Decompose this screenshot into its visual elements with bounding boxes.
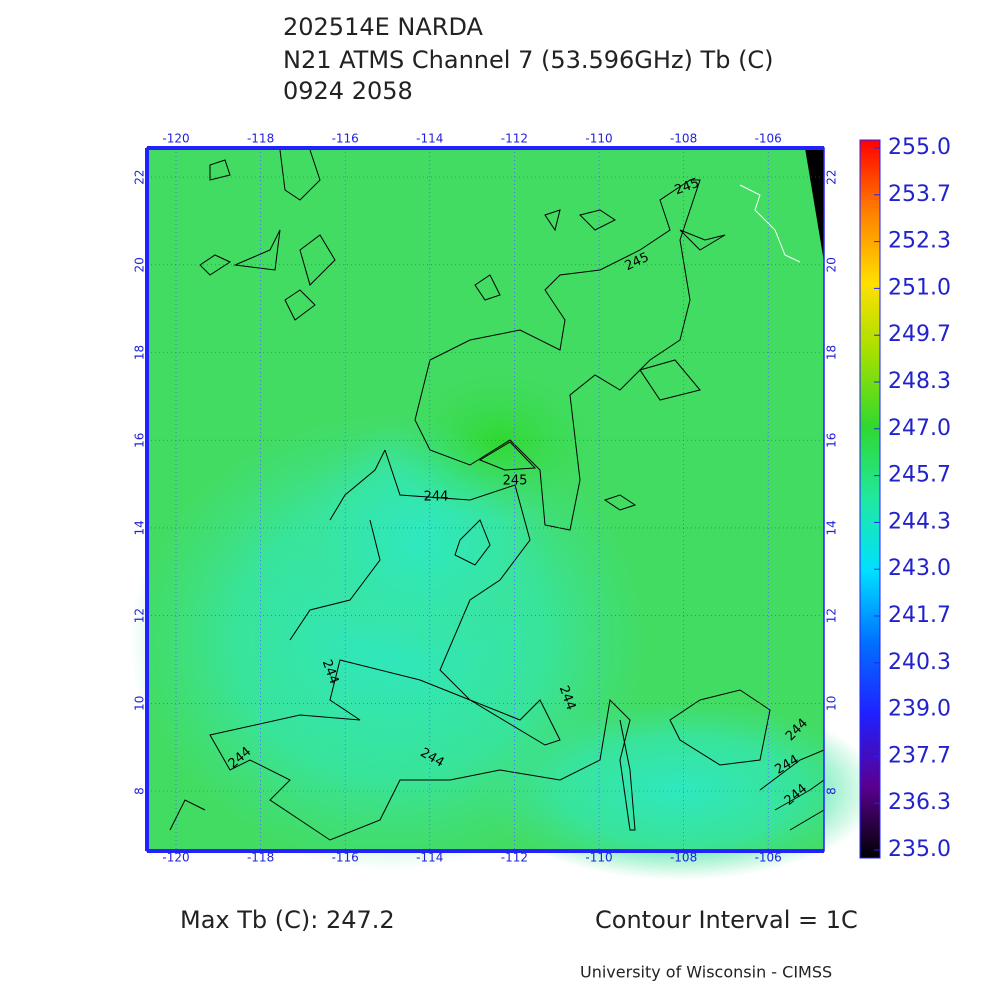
lat-tick-label: 20 xyxy=(133,257,147,272)
lon-tick-label: -106 xyxy=(755,132,782,146)
lat-tick-label: 8 xyxy=(825,787,839,795)
lat-tick-label: 12 xyxy=(133,608,147,623)
lat-tick-label: 10 xyxy=(825,696,839,711)
contour-interval: Contour Interval = 1C xyxy=(595,906,858,934)
colorbar-label: 240.3 xyxy=(888,650,951,675)
lon-tick-label: -114 xyxy=(416,851,443,865)
lon-tick-label: -118 xyxy=(247,851,274,865)
max-tb: Max Tb (C): 247.2 xyxy=(180,906,395,934)
colorbar-label: 244.3 xyxy=(888,509,951,534)
contour-label: 244 xyxy=(424,490,449,505)
lon-tick-label: -110 xyxy=(585,851,612,865)
title-line: 0924 2058 xyxy=(283,77,413,105)
map-image xyxy=(130,146,880,880)
colorbar-label: 255.0 xyxy=(888,135,951,160)
lat-tick-label: 16 xyxy=(133,433,147,448)
contour-label: 245 xyxy=(503,474,528,489)
lon-tick-label: -120 xyxy=(162,851,189,865)
lat-tick-label: 12 xyxy=(825,608,839,623)
colorbar-label: 237.7 xyxy=(888,743,951,768)
lat-tick-label: 18 xyxy=(825,345,839,360)
colorbar-label: 247.0 xyxy=(888,416,951,441)
colorbar-label: 236.3 xyxy=(888,790,951,815)
lon-tick-label: -114 xyxy=(416,132,443,146)
colorbar-label: 253.7 xyxy=(888,182,951,207)
colorbar-label: 251.0 xyxy=(888,275,951,300)
lat-tick-label: 14 xyxy=(133,520,147,535)
colorbar-label: 239.0 xyxy=(888,697,951,722)
title-line: N21 ATMS Channel 7 (53.596GHz) Tb (C) xyxy=(283,46,774,74)
lon-tick-label: -120 xyxy=(162,132,189,146)
colorbar-label: 241.7 xyxy=(888,603,951,628)
lon-tick-label: -110 xyxy=(585,132,612,146)
lon-tick-label: -112 xyxy=(501,851,528,865)
credit: University of Wisconsin - CIMSS xyxy=(580,963,832,982)
lat-tick-label: 16 xyxy=(825,433,839,448)
colorbar-label: 243.0 xyxy=(888,556,951,581)
lat-tick-label: 22 xyxy=(133,169,147,184)
colorbar-labels: 255.0 253.7 252.3 251.0 249.7 248.3 247.0 245.7… xyxy=(874,135,951,862)
lon-tick-label: -106 xyxy=(755,851,782,865)
colorbar xyxy=(859,139,881,859)
lat-tick-label: 22 xyxy=(825,169,839,184)
lat-tick-label: 8 xyxy=(133,787,147,795)
lon-tick-label: -118 xyxy=(247,132,274,146)
lon-tick-label: -116 xyxy=(332,132,359,146)
colorbar-label: 248.3 xyxy=(888,369,951,394)
lat-tick-label: 14 xyxy=(825,520,839,535)
lon-tick-label: -112 xyxy=(501,132,528,146)
lat-tick-label: 20 xyxy=(825,257,839,272)
title-line: 202514E NARDA xyxy=(283,13,484,41)
grid xyxy=(147,148,824,851)
colorbar-label: 249.7 xyxy=(888,322,951,347)
lon-tick-label: -116 xyxy=(332,851,359,865)
lat-tick-label: 10 xyxy=(133,696,147,711)
colorbar-label: 245.7 xyxy=(888,463,951,488)
colorbar-label: 235.0 xyxy=(888,837,951,862)
lon-tick-label: -108 xyxy=(670,851,697,865)
lat-tick-label: 18 xyxy=(133,345,147,360)
colorbar-label: 252.3 xyxy=(888,229,951,254)
lon-tick-label: -108 xyxy=(670,132,697,146)
